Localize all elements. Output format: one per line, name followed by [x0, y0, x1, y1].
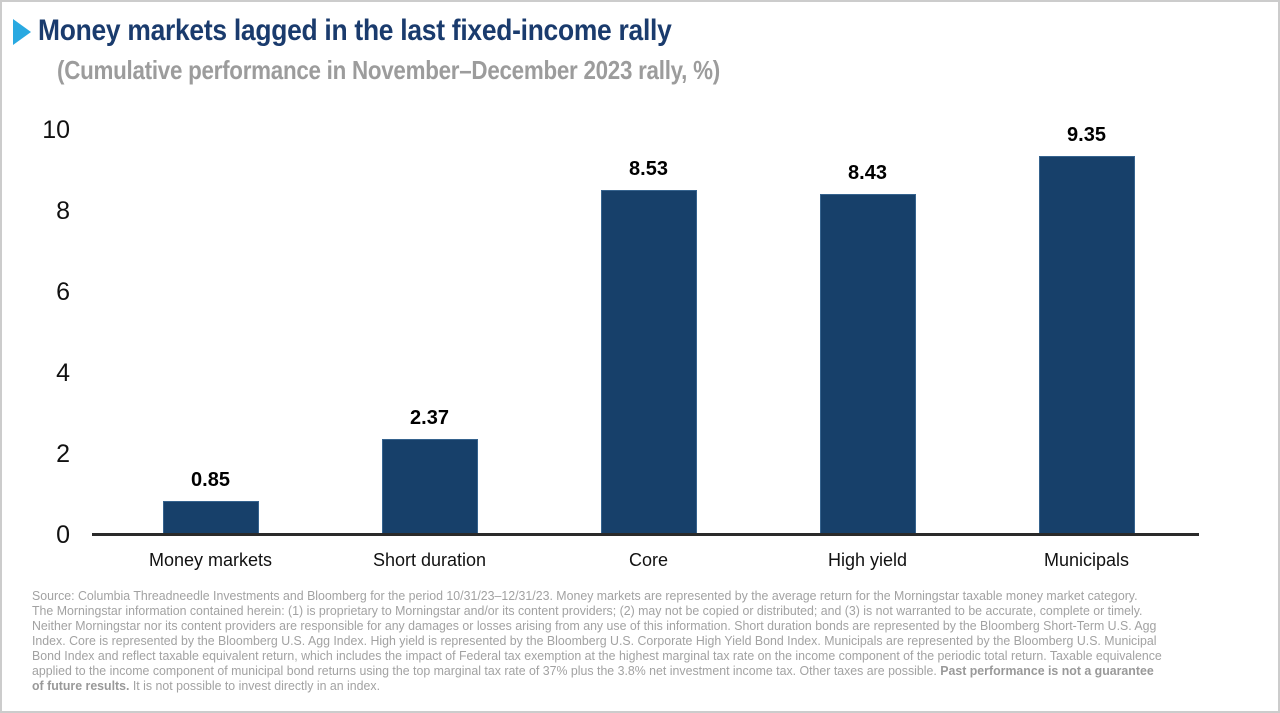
bar-money-markets: [162, 500, 259, 535]
footnote-line: of future results. It is not possible to…: [32, 678, 1267, 693]
footnote-line: Source: Columbia Threadneedle Investment…: [32, 588, 1267, 603]
y-tick-label: 4: [56, 358, 70, 387]
bar-group-short-duration: 2.37 Short duration: [320, 130, 539, 570]
footnote-text: The Morningstar information contained he…: [32, 603, 1143, 618]
footnote-text: applied to the income component of munic…: [32, 663, 941, 678]
footnote-text: Bond Index and reflect taxable equivalen…: [32, 648, 1162, 663]
bar-value-label: 2.37: [410, 407, 449, 430]
footnote-line: Bond Index and reflect taxable equivalen…: [32, 648, 1267, 663]
bar-group-money-markets: 0.85 Money markets: [101, 130, 320, 570]
chart-subtitle: (Cumulative performance in November–Dece…: [57, 55, 720, 85]
y-tick-label: 6: [56, 277, 70, 306]
y-tick-label: 10: [42, 115, 70, 144]
x-category-label: Municipals: [1043, 550, 1130, 570]
footnote-line: Neither Morningstar nor its content prov…: [32, 618, 1267, 633]
bar-value-label: 8.53: [629, 157, 668, 180]
bar-group-municipals: 9.35 Municipals: [977, 124, 1196, 570]
bar-value-label: 8.43: [848, 161, 887, 184]
bar-short-duration: [381, 439, 478, 535]
footnote-text: Neither Morningstar nor its content prov…: [32, 618, 1157, 633]
footnote-bold-text: Past performance is not a guarantee: [940, 663, 1154, 678]
footnote-text: Source: Columbia Threadneedle Investment…: [32, 588, 1138, 603]
footnote-bold-text: of future results.: [32, 678, 130, 693]
footnote-line: The Morningstar information contained he…: [32, 603, 1267, 618]
x-category-label: Money markets: [148, 550, 273, 570]
footnote-text: Index. Core is represented by the Bloomb…: [32, 633, 1157, 648]
chart-title: Money markets lagged in the last fixed-i…: [38, 14, 672, 47]
y-tick-label: 8: [56, 196, 70, 225]
plot-area: 0.85 Money markets 2.37 Short duration 8.53 C…: [101, 124, 1196, 570]
accent-arrow-icon: [13, 19, 31, 45]
bar-core: [600, 189, 697, 535]
footnote-text: It is not possible to invest directly in…: [129, 678, 381, 693]
bar-group-high-yield: 8.43 High yield: [758, 130, 977, 570]
y-tick-label: 2: [56, 439, 70, 468]
x-category-label: Short duration: [372, 550, 487, 570]
bar-value-label: 9.35: [1067, 124, 1106, 147]
bar-group-core: 8.53 Core: [539, 130, 758, 570]
y-tick-label: 0: [56, 520, 70, 549]
bar-high-yield: [819, 193, 916, 535]
bar-municipals: [1038, 156, 1135, 535]
footnote-line: Index. Core is represented by the Bloomb…: [32, 633, 1267, 648]
x-axis-line: [92, 533, 1199, 536]
source-footnote: Source: Columbia Threadneedle Investment…: [32, 588, 1267, 693]
footnote-line: applied to the income component of munic…: [32, 663, 1267, 678]
x-category-label: Core: [628, 550, 668, 570]
x-category-label: High yield: [827, 550, 908, 570]
bar-value-label: 0.85: [191, 468, 230, 491]
